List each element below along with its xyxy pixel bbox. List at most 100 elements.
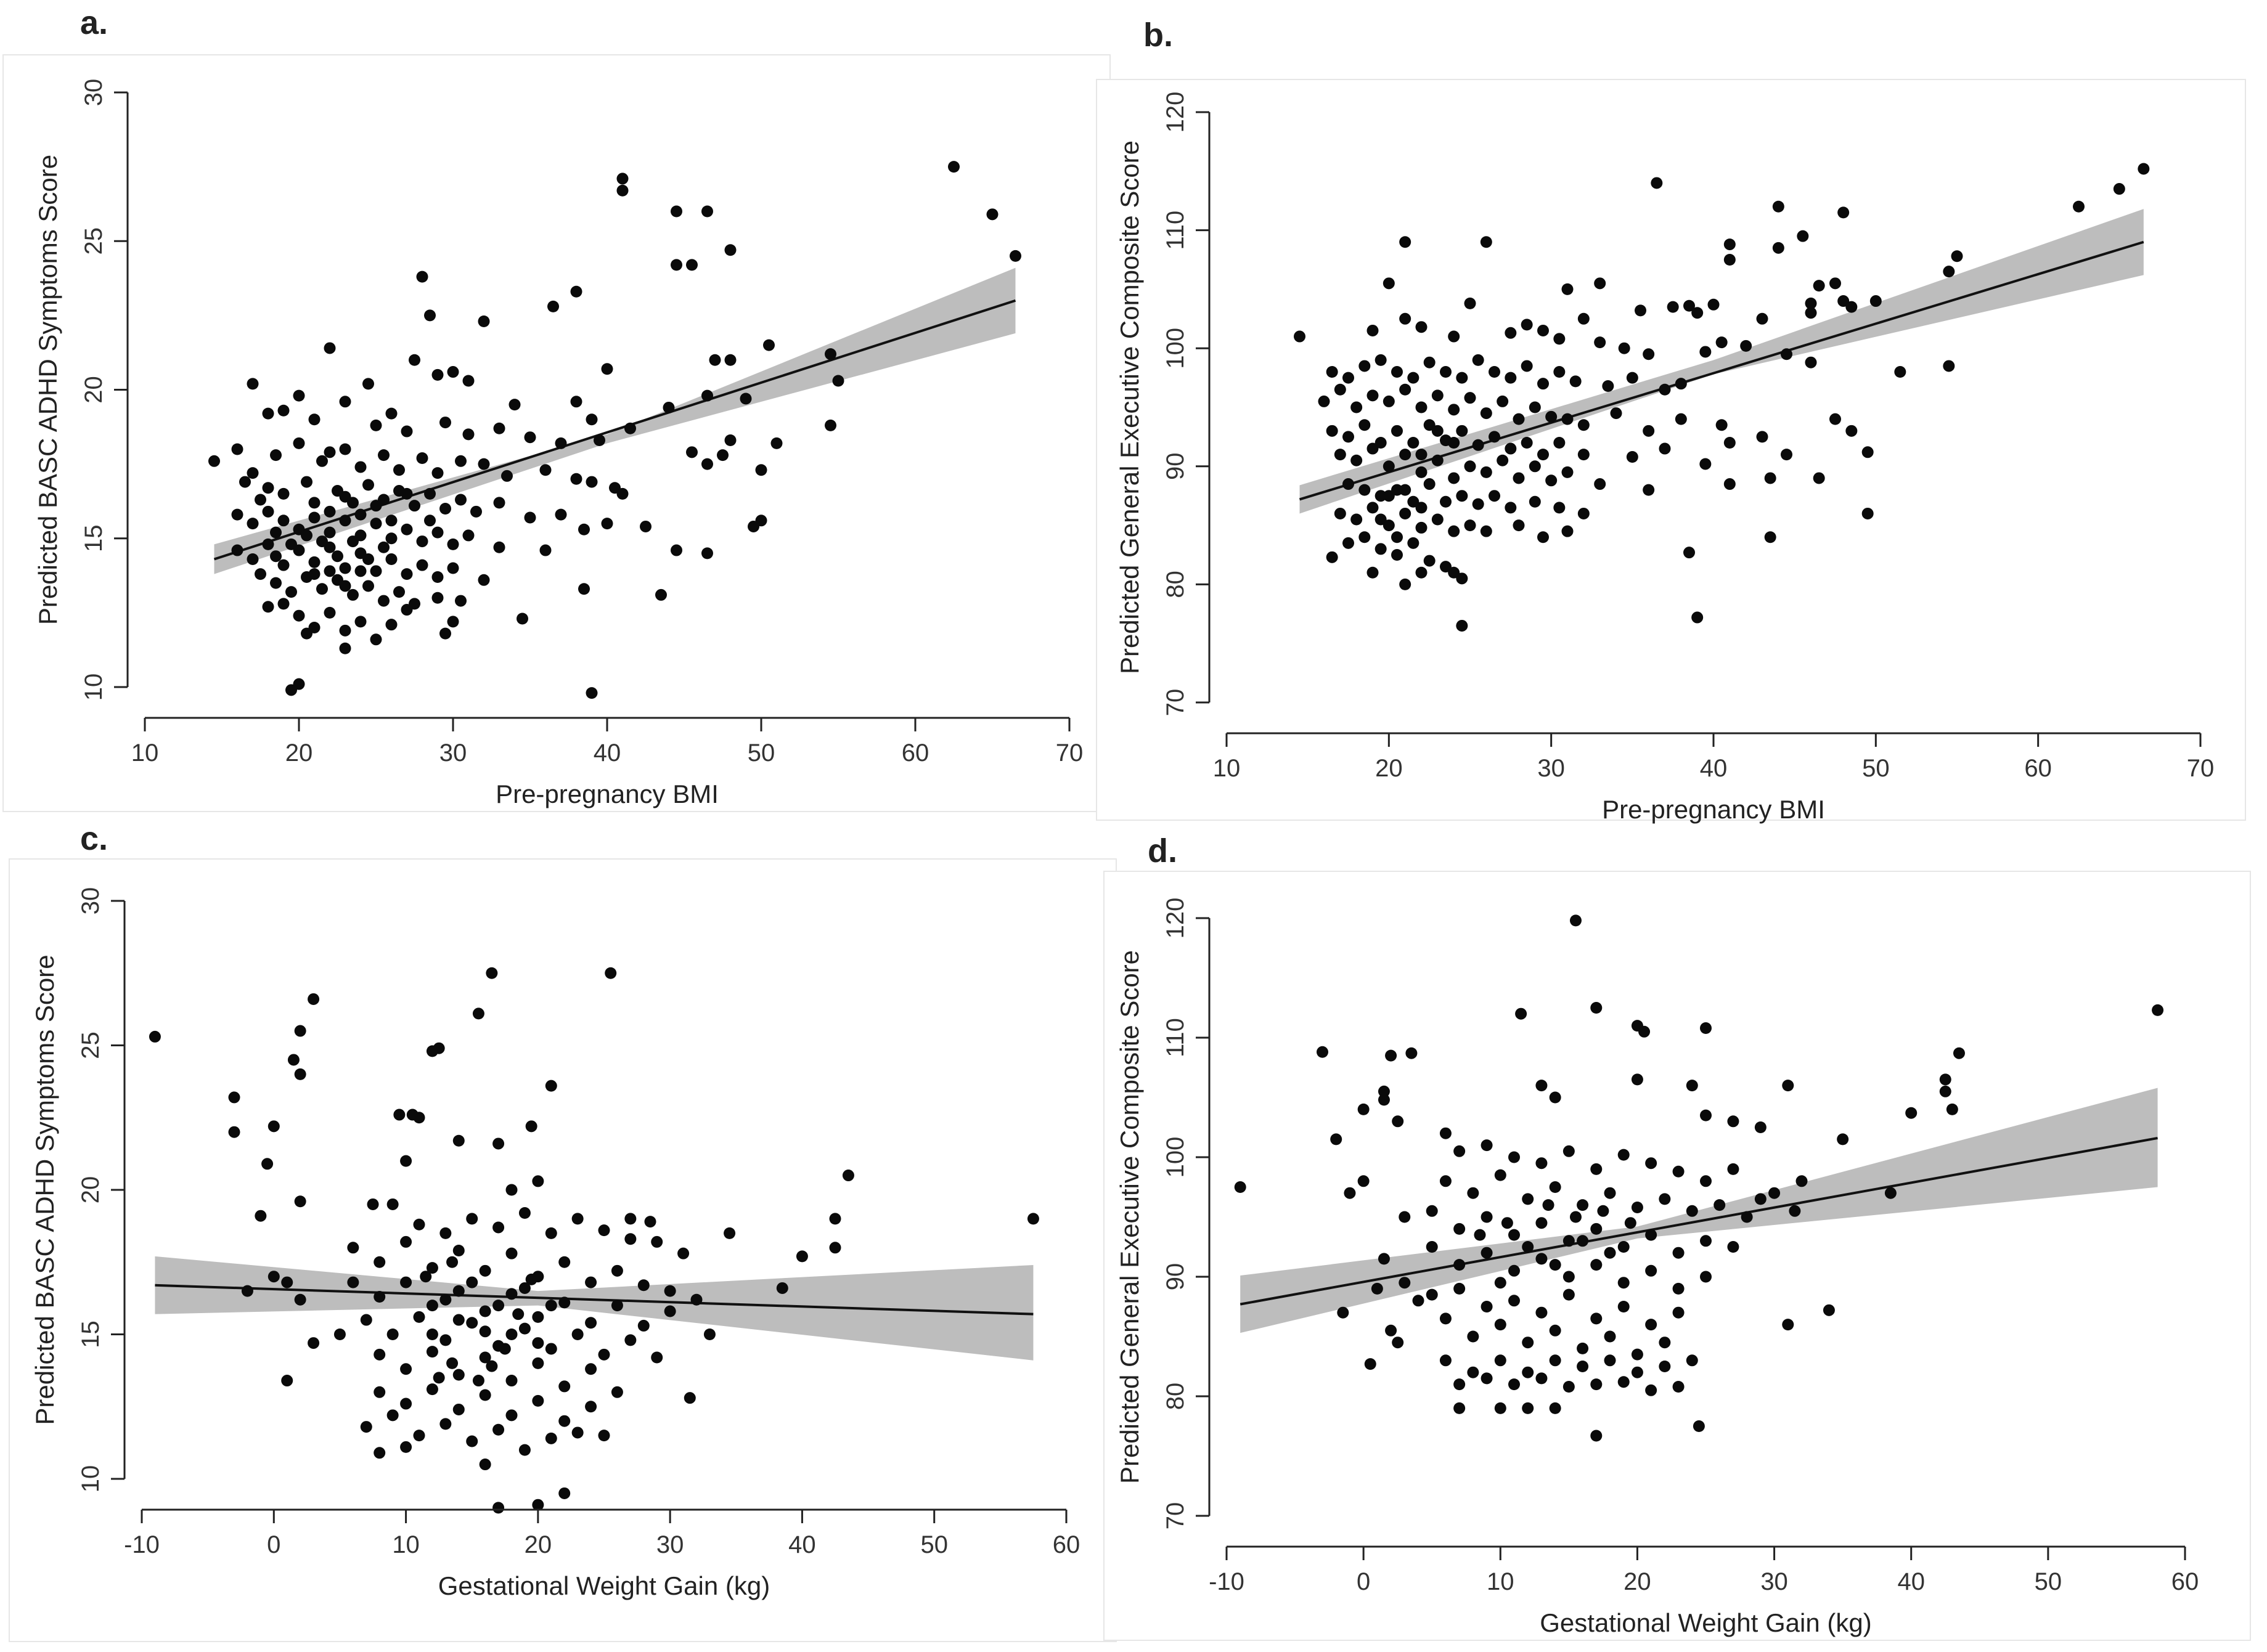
data-point: [1027, 1213, 1039, 1225]
data-point: [1672, 1306, 1685, 1319]
data-point: [247, 553, 259, 566]
fitted-line: [1299, 240, 2144, 501]
data-point: [578, 523, 590, 535]
data-point: [1392, 1115, 1404, 1128]
data-point: [1439, 1127, 1452, 1139]
data-point: [462, 428, 475, 441]
data-point: [347, 588, 359, 601]
data-point: [525, 1273, 537, 1285]
y-tick-label: 25: [77, 1031, 104, 1059]
data-point: [1861, 446, 1874, 458]
data-point: [1448, 525, 1460, 537]
data-point: [1939, 1073, 1951, 1086]
data-point: [1415, 401, 1428, 413]
data-point: [452, 1285, 465, 1297]
data-point: [1326, 425, 1338, 437]
data-point: [1545, 410, 1558, 423]
data-point: [770, 437, 783, 449]
data-point: [570, 473, 582, 485]
data-point: [1643, 484, 1655, 496]
data-point: [339, 490, 351, 503]
data-point: [1364, 1358, 1376, 1370]
data-point: [616, 184, 629, 197]
x-tick-label: -10: [1209, 1568, 1244, 1595]
data-point: [1590, 1378, 1603, 1391]
data-point: [413, 1218, 425, 1231]
data-point: [1385, 1324, 1397, 1337]
data-point: [354, 616, 367, 628]
data-point: [308, 511, 321, 524]
data-point: [1699, 458, 1712, 470]
panel-label-d: d.: [1148, 832, 1177, 869]
data-point: [1453, 1145, 1466, 1157]
data-point: [1756, 312, 1768, 325]
data-point: [466, 1213, 478, 1225]
x-tick-label: 60: [2171, 1568, 2199, 1595]
data-point: [281, 1276, 293, 1288]
data-point: [555, 437, 567, 449]
data-point: [1358, 419, 1371, 431]
data-point: [1715, 419, 1728, 431]
data-point: [354, 508, 367, 521]
data-point: [1610, 407, 1622, 420]
data-point: [1659, 383, 1671, 396]
data-point: [231, 443, 243, 455]
data-point: [1342, 537, 1354, 549]
data-point: [492, 1502, 505, 1514]
data-point: [1797, 230, 1809, 242]
data-point: [416, 271, 428, 283]
data-point: [701, 458, 713, 470]
data-point: [1562, 1145, 1575, 1157]
data-point: [1624, 1217, 1636, 1229]
data-point: [370, 518, 382, 530]
data-point: [1357, 1103, 1370, 1115]
data-point: [655, 588, 667, 601]
data-point: [1374, 354, 1387, 366]
data-point: [1768, 1187, 1781, 1199]
data-point: [1330, 1133, 1342, 1145]
data-point: [578, 583, 590, 595]
data-point: [2073, 200, 2085, 213]
y-tick-label: 15: [80, 525, 107, 553]
data-point: [1894, 366, 1906, 378]
data-point: [447, 616, 459, 628]
data-point: [571, 1213, 584, 1225]
data-point: [605, 967, 617, 979]
data-point: [316, 583, 328, 595]
data-point: [426, 1262, 438, 1274]
data-point: [1562, 1380, 1575, 1393]
data-point: [1756, 431, 1768, 443]
data-point: [776, 1282, 788, 1294]
data-point: [426, 1300, 438, 1312]
data-point: [386, 1409, 399, 1422]
data-point: [585, 1363, 597, 1375]
data-point: [472, 1007, 484, 1020]
data-point: [1423, 478, 1436, 490]
data-point: [1741, 1211, 1753, 1223]
data-point: [1489, 490, 1500, 502]
data-point: [1553, 436, 1566, 449]
data-point: [1590, 1163, 1603, 1175]
panel-label-a: a.: [80, 4, 108, 41]
data-point: [690, 1293, 703, 1306]
data-point: [1383, 395, 1395, 407]
data-point: [1456, 619, 1468, 632]
data-point: [1464, 297, 1476, 309]
data-point: [509, 399, 521, 411]
data-point: [241, 1285, 253, 1297]
x-tick-label: 40: [594, 739, 621, 767]
x-tick-label: 50: [2035, 1568, 2062, 1595]
data-point: [293, 678, 305, 690]
data-point: [1700, 1109, 1712, 1121]
x-axis-label: Pre-pregnancy BMI: [1602, 795, 1825, 824]
data-point: [1723, 436, 1736, 449]
data-point: [324, 342, 336, 354]
data-point: [439, 1418, 452, 1430]
data-point: [829, 1213, 841, 1225]
data-point: [324, 606, 336, 619]
data-point: [644, 1216, 656, 1228]
data-point: [362, 580, 374, 592]
data-point: [1631, 1366, 1643, 1378]
data-point: [268, 1120, 280, 1133]
data-point: [1659, 1193, 1671, 1205]
